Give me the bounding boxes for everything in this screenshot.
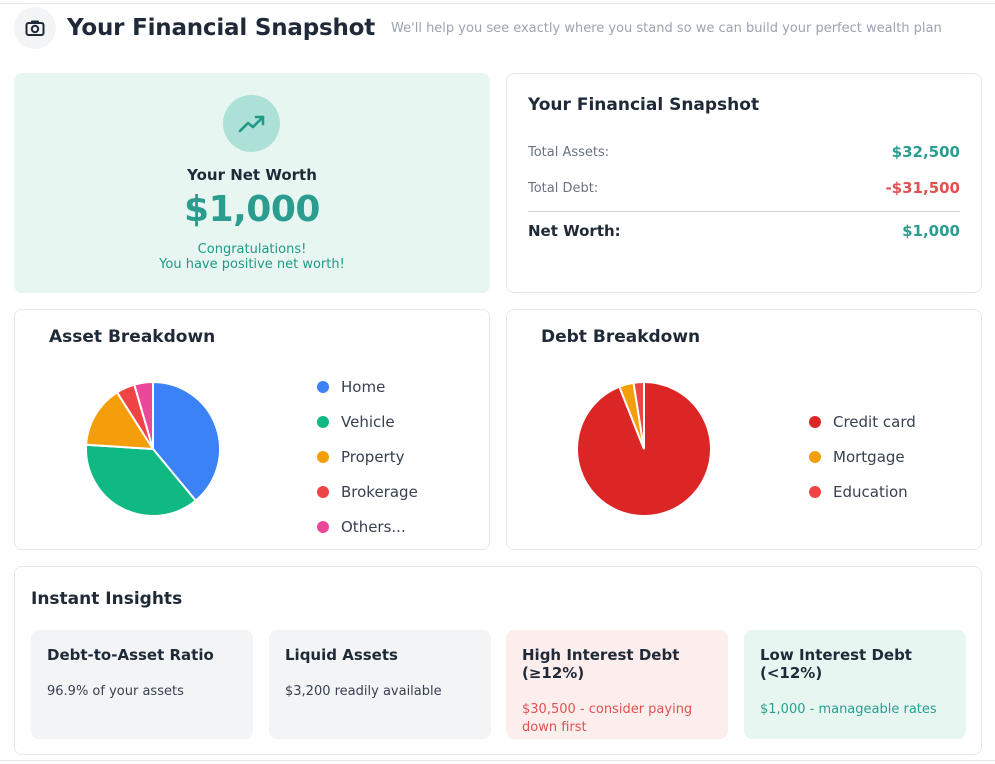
net-worth-label: Your Net Worth [187,166,317,184]
trending-up-icon [223,95,280,152]
debt-pie-chart [575,380,712,517]
legend-dot [317,520,329,533]
asset-breakdown-title: Asset Breakdown [49,327,216,347]
insights-title: Instant Insights [31,589,183,609]
legend-item-credit-card[interactable]: Credit card [809,404,916,439]
asset-pie-chart [85,380,221,517]
page-subtitle: We'll help you see exactly where you sta… [391,20,942,36]
insight-debt-to-asset: Debt-to-Asset Ratio 96.9% of your assets [31,630,253,739]
top-divider [0,3,995,4]
legend-label: Education [833,482,908,501]
legend-dot [809,485,821,498]
legend-item-home[interactable]: Home [317,369,418,404]
insight-text: $30,500 - consider paying down first [522,702,693,735]
net-worth-value: $1,000 [184,189,320,230]
net-worth-message-line2: You have positive net worth! [159,257,345,272]
net-worth-card: Your Net Worth $1,000 Congratulations! Y… [14,73,490,293]
camera-icon [14,7,56,49]
legend-item-mortgage[interactable]: Mortgage [809,439,916,474]
legend-item-education[interactable]: Education [809,474,916,509]
net-worth-message: Congratulations! You have positive net w… [14,242,490,272]
legend-label: Mortgage [833,447,905,466]
legend-item-property[interactable]: Property [317,439,418,474]
total-assets-label: Total Assets: [528,144,610,160]
insight-title: Liquid Assets [285,646,398,664]
insight-title: Low Interest Debt (<12%) [760,646,912,682]
insight-liquid-assets: Liquid Assets $3,200 readily available [269,630,491,739]
legend-dot [809,415,821,428]
debt-breakdown-card: Debt Breakdown Credit card Mortgage Educ… [506,309,982,550]
legend-dot [809,450,821,463]
snapshot-divider [528,211,960,212]
pie-slice-vehicle[interactable] [85,443,198,517]
legend-dot [317,485,329,498]
legend-item-vehicle[interactable]: Vehicle [317,404,418,439]
insight-text: $3,200 readily available [285,684,442,699]
asset-breakdown-card: Asset Breakdown Home Vehicle Property Br… [14,309,490,550]
snapshot-title: Your Financial Snapshot [528,95,760,115]
net-worth-row-value: $1,000 [902,222,960,240]
legend-label: Brokerage [341,482,418,501]
page-title: Your Financial Snapshot [67,15,376,41]
bottom-divider [0,760,995,761]
insight-title: Debt-to-Asset Ratio [47,646,214,664]
legend-dot [317,450,329,463]
net-worth-row-label: Net Worth: [528,222,621,240]
legend-label: Credit card [833,412,916,431]
legend-label: Home [341,377,386,396]
pie-slice-home[interactable] [152,380,221,503]
pie-slice-education[interactable] [632,380,645,450]
total-debt-label: Total Debt: [528,180,599,196]
total-debt-row: Total Debt: -$31,500 [528,179,960,197]
debt-legend: Credit card Mortgage Education [809,404,916,509]
insight-text: 96.9% of your assets [47,684,184,699]
insight-low-interest-debt: Low Interest Debt (<12%) $1,000 - manage… [744,630,966,739]
legend-label: Property [341,447,405,466]
asset-legend: Home Vehicle Property Brokerage Others..… [317,369,418,544]
pie-slice-others[interactable] [133,380,154,450]
total-assets-row: Total Assets: $32,500 [528,143,960,161]
insight-title: High Interest Debt (≥12%) [522,646,680,682]
total-debt-value: -$31,500 [885,179,960,197]
net-worth-message-line1: Congratulations! [197,242,307,257]
legend-dot [317,380,329,393]
instant-insights-card: Instant Insights Debt-to-Asset Ratio 96.… [14,566,982,755]
debt-breakdown-title: Debt Breakdown [541,327,701,347]
insight-high-interest-debt: High Interest Debt (≥12%) $30,500 - cons… [506,630,728,739]
legend-dot [317,415,329,428]
legend-item-others[interactable]: Others... [317,509,418,544]
legend-label: Vehicle [341,412,395,431]
legend-label: Others... [341,517,406,536]
snapshot-summary-card: Your Financial Snapshot Total Assets: $3… [506,73,982,293]
page-header: Your Financial Snapshot We'll help you s… [14,6,942,50]
pie-slice-property[interactable] [85,391,155,451]
insight-text: $1,000 - manageable rates [760,702,937,717]
total-assets-value: $32,500 [891,143,960,161]
net-worth-row: Net Worth: $1,000 [528,222,960,240]
legend-item-brokerage[interactable]: Brokerage [317,474,418,509]
